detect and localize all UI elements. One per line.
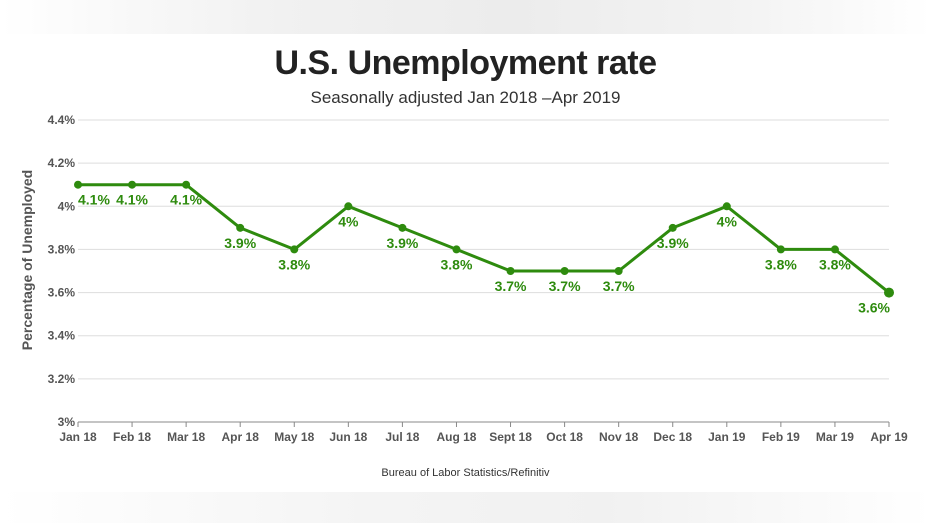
- y-tick-label: 4%: [58, 199, 76, 213]
- y-tick-label: 4.4%: [48, 113, 76, 127]
- data-label: 3.6%: [858, 300, 890, 316]
- y-tick-label: 3.4%: [48, 329, 76, 343]
- data-point: [452, 245, 461, 254]
- data-label: 3.8%: [441, 256, 473, 272]
- x-tick-label: Jul 18: [385, 430, 419, 444]
- data-label: 3.7%: [495, 278, 527, 294]
- data-point: [398, 223, 407, 232]
- data-point: [614, 267, 623, 275]
- chart-subtitle: Seasonally adjusted Jan 2018 –Apr 2019: [310, 88, 621, 107]
- data-point: [236, 223, 245, 232]
- x-tick-label: Feb 18: [113, 430, 151, 444]
- source-note: Bureau of Labor Statistics/Refinitiv: [381, 467, 550, 479]
- x-tick-label: Dec 18: [653, 430, 692, 444]
- x-tick-label: Aug 18: [436, 430, 476, 444]
- grid-layer: [78, 119, 889, 380]
- point-layer: [74, 180, 894, 298]
- data-label: 4.1%: [170, 192, 202, 208]
- data-label: 4.1%: [116, 192, 148, 208]
- data-point: [776, 245, 785, 254]
- data-point: [668, 223, 677, 232]
- top-decorative-band: [0, 0, 931, 34]
- data-label: 3.8%: [278, 256, 310, 272]
- y-tick-label: 3%: [58, 415, 76, 429]
- series-line: [78, 183, 890, 294]
- data-point: [560, 267, 569, 275]
- axis-layer: 3% 3.2% 3.4% 3.6% 3.8% 4% 4.2% 4.4% Jan 18 Feb 18…: [48, 113, 908, 444]
- data-point: [722, 202, 731, 211]
- x-tick-label: Mar 18: [167, 430, 205, 444]
- x-tick-label: Apr 19: [870, 430, 908, 444]
- data-label: 3.8%: [819, 256, 851, 272]
- x-tick-label: Apr 18: [222, 430, 260, 444]
- data-point: [830, 245, 839, 254]
- line-layer: [78, 183, 890, 294]
- data-label: 3.7%: [603, 278, 635, 294]
- x-tick-label: Mar 19: [816, 430, 854, 444]
- x-tick-label: Feb 19: [762, 430, 800, 444]
- data-label: 4%: [338, 213, 359, 229]
- x-tick-label: Sept 18: [489, 430, 532, 444]
- bottom-decorative-band: [0, 492, 931, 523]
- data-label: 3.7%: [549, 278, 581, 294]
- data-point: [128, 180, 137, 189]
- data-point: [74, 180, 82, 189]
- label-layer: 4.1% 4.1% 4.1% 3.9% 3.8% 4% 3.9% 3.8% 3.7% 3.7% 3.…: [78, 192, 891, 316]
- y-tick-label: 3.6%: [48, 286, 76, 300]
- x-tick-label: Jun 18: [329, 430, 367, 444]
- x-tick-label: Jan 19: [708, 430, 746, 444]
- y-tick-label: 3.2%: [48, 372, 76, 386]
- data-label: 3.8%: [765, 256, 797, 272]
- data-point: [344, 202, 353, 211]
- x-tick-label: Oct 18: [546, 430, 583, 444]
- y-axis-title: Percentage of Unemployed: [19, 170, 35, 351]
- data-point: [884, 287, 894, 298]
- chart-title: U.S. Unemployment rate: [274, 44, 657, 82]
- data-point: [182, 180, 191, 189]
- data-label: 4%: [717, 213, 738, 229]
- data-point: [506, 267, 515, 275]
- data-label: 3.9%: [224, 235, 256, 251]
- x-tick-label: Nov 18: [599, 430, 639, 444]
- x-tick-label: May 18: [274, 430, 314, 444]
- data-label: 4.1%: [78, 192, 110, 208]
- y-tick-label: 3.8%: [48, 242, 76, 256]
- data-label: 3.9%: [657, 235, 689, 251]
- data-label: 3.9%: [386, 235, 418, 251]
- data-point: [290, 245, 299, 254]
- x-tick-label: Jan 18: [59, 430, 97, 444]
- y-tick-label: 4.2%: [48, 156, 76, 170]
